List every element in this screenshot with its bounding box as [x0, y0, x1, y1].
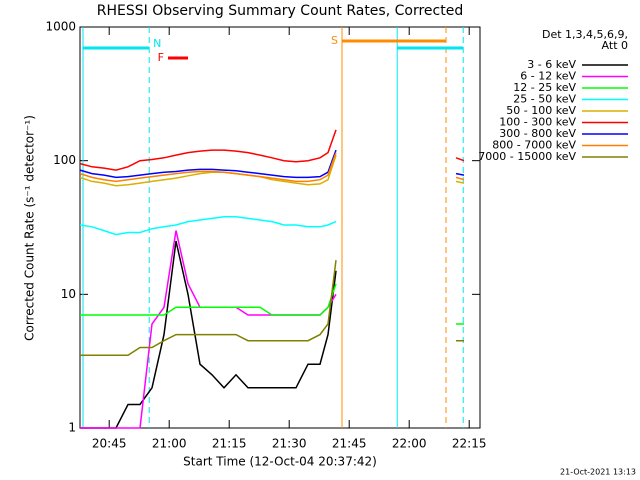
- legend-label: 6 - 12 keV: [520, 70, 576, 83]
- plot-frame: [79, 26, 481, 429]
- legend-title: Att 0: [602, 39, 628, 52]
- chart-title: RHESSI Observing Summary Count Rates, Co…: [97, 3, 463, 19]
- y-tick-label: 1000: [45, 20, 76, 34]
- x-tick-label: 21:30: [272, 437, 307, 451]
- y-tick-label: 1: [68, 421, 76, 435]
- series-line: [79, 154, 465, 187]
- x-tick-label: 22:00: [392, 437, 427, 451]
- legend-label: 300 - 800 keV: [499, 127, 576, 140]
- series-line: [79, 129, 465, 171]
- series-line: [79, 216, 337, 236]
- series-line: [80, 240, 337, 429]
- x-axis-label: Start Time (12-Oct-04 20:37:42): [183, 455, 377, 469]
- x-tick-label: 21:15: [212, 437, 247, 451]
- legend-label: 800 - 7000 keV: [492, 139, 576, 152]
- x-tick-label: 21:00: [152, 437, 187, 451]
- series-line: [79, 149, 465, 179]
- flag-label: N: [153, 37, 161, 50]
- series-line: [80, 230, 337, 429]
- legend-label: 3 - 6 keV: [527, 58, 576, 71]
- x-tick-label: 20:45: [92, 437, 127, 451]
- x-tick-label: 22:15: [452, 437, 487, 451]
- legend-label: 12 - 25 keV: [513, 81, 576, 94]
- flag-label: F: [158, 51, 164, 64]
- legend-label: 25 - 50 keV: [513, 93, 576, 106]
- series-line: [80, 283, 464, 325]
- footer-date: 21-Oct-2021 13:13: [560, 468, 636, 477]
- y-tick-label: 10: [61, 287, 76, 301]
- y-axis-label: Corrected Count Rate (s⁻¹ detector⁻¹): [23, 115, 37, 341]
- y-tick-label: 100: [53, 153, 76, 167]
- legend-label: 50 - 100 keV: [506, 104, 576, 117]
- legend-label: 100 - 300 keV: [499, 116, 576, 129]
- legend-label: 7000 - 15000 keV: [478, 150, 576, 163]
- series-line: [79, 152, 465, 183]
- legend-title: Det 1,3,4,5,6,9,: [542, 28, 628, 41]
- x-tick-label: 21:45: [332, 437, 367, 451]
- series-line: [80, 260, 464, 357]
- flag-label: S: [331, 34, 338, 47]
